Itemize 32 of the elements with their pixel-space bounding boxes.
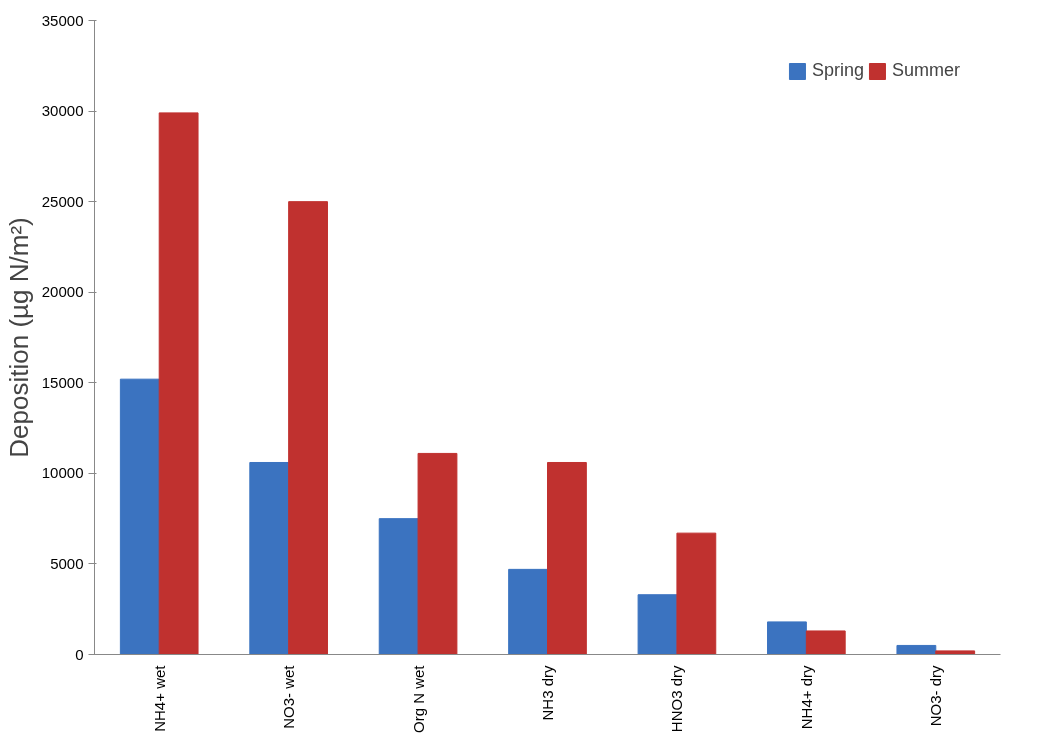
bar — [378, 518, 419, 655]
bar — [158, 112, 199, 655]
x-tick-label: NH3 dry — [539, 665, 556, 721]
x-tick-label: Org N wet — [409, 664, 427, 734]
legend-label: Summer — [891, 60, 960, 81]
bar — [935, 650, 976, 655]
bar — [767, 621, 807, 655]
bar — [637, 594, 678, 655]
legend-label: Spring — [811, 60, 864, 81]
bar — [417, 452, 458, 655]
bar — [805, 630, 846, 655]
y-tick-label: 15000 — [41, 373, 84, 391]
y-axis-title: Deposition (µg N/m²) — [3, 217, 34, 458]
y-tick-label: 5000 — [50, 554, 84, 572]
x-tick-label: NO3- wet — [280, 664, 298, 729]
bar — [896, 644, 937, 655]
y-tick-label: 35000 — [41, 11, 84, 29]
bar — [547, 461, 587, 655]
bar — [676, 532, 717, 655]
y-tick-label: 25000 — [41, 192, 84, 210]
y-tick-label: 20000 — [41, 283, 84, 301]
x-tick-label: NH4+ dry — [797, 665, 815, 730]
bar — [508, 568, 548, 655]
bar — [288, 201, 328, 655]
x-tick-label: NO3- dry — [927, 665, 945, 727]
bar — [119, 378, 160, 655]
bar — [249, 461, 290, 655]
y-tick-label: 30000 — [41, 102, 84, 120]
y-tick-label: 0 — [75, 645, 84, 663]
y-tick-label: 10000 — [41, 464, 84, 482]
x-tick-label: NH4+ wet — [150, 664, 168, 732]
x-tick-label: HNO3 dry — [668, 665, 686, 733]
